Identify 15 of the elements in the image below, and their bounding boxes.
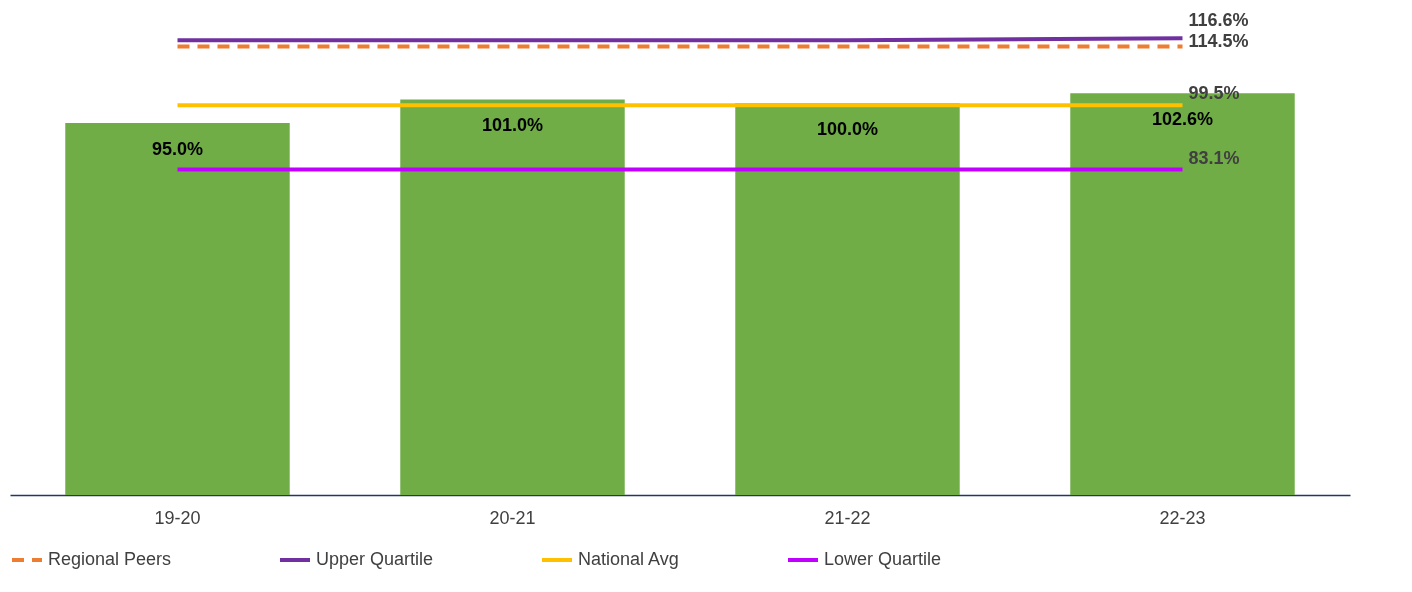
x-tick-label: 20-21 (489, 507, 536, 528)
data-label: 83.1% (1188, 147, 1240, 168)
data-label: 116.6% (1188, 10, 1249, 31)
legend-label: Upper Quartile (316, 549, 434, 569)
data-label: 100.0% (816, 119, 879, 140)
legend-label: Lower Quartile (824, 549, 942, 569)
x-tick-label: 19-20 (154, 507, 201, 528)
data-label: 95.0% (151, 138, 204, 159)
data-label: 101.0% (481, 115, 544, 136)
data-label: 114.5% (1188, 30, 1249, 51)
legend-label: National Avg (578, 549, 679, 569)
x-tick-label: 22-23 (1159, 507, 1206, 528)
legend-label: Regional Peers (48, 549, 172, 569)
data-label: 102.6% (1151, 109, 1214, 130)
x-tick-label: 21-22 (824, 507, 871, 528)
